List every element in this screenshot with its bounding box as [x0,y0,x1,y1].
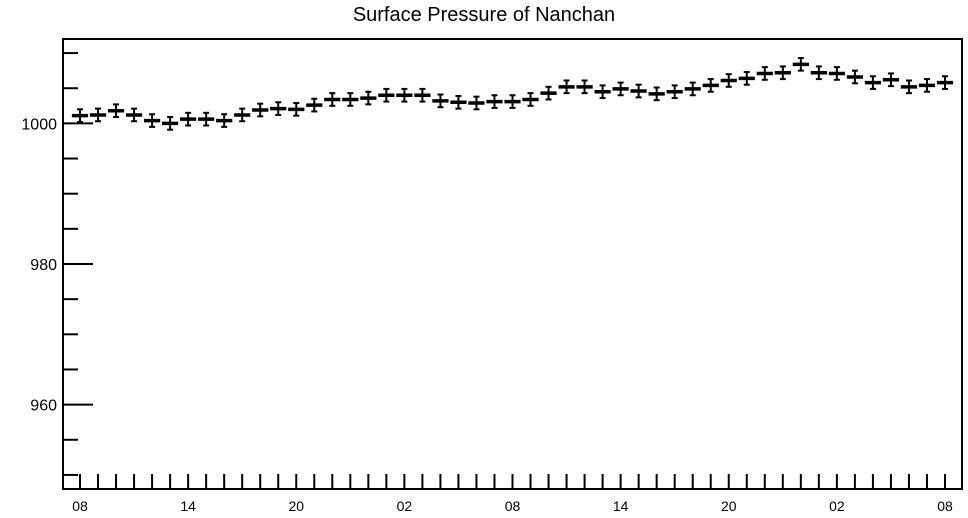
data-point [71,108,89,123]
data-point [414,87,431,103]
x-tick-label: 14 [180,498,196,514]
data-point [576,79,593,95]
y-tick-label: 1000 [21,116,57,133]
y-tick-label: 980 [30,257,57,274]
data-point [234,107,251,123]
data-point [486,94,503,109]
data-point [864,75,882,90]
data-point [504,94,521,109]
data-point [630,83,647,99]
data-point [180,111,197,127]
x-tick-label: 14 [613,498,629,514]
data-point [432,93,449,109]
data-point [684,81,701,97]
x-tick-label: 08 [937,498,953,514]
data-point [252,102,269,118]
data-point [468,95,485,111]
data-point [648,86,665,102]
data-point [558,79,575,95]
x-axis: 08 14 20 02 08 14 20 02 08 [72,474,953,514]
data-point [378,87,395,103]
data-point [900,79,918,95]
data-point [396,87,413,103]
data-point [792,56,809,72]
data-point [774,65,791,81]
chart-title: Surface Pressure of Nanchan [352,4,616,26]
data-point [612,81,629,97]
data-point [288,101,305,117]
data-point [936,75,954,90]
data-point [720,73,737,88]
x-tick-label: 02 [829,498,845,514]
x-tick-label: 20 [721,498,737,514]
data-point [702,78,719,93]
data-points [71,56,954,131]
data-point [666,84,683,100]
y-tick-label: 960 [30,398,57,415]
data-point [522,92,539,107]
data-point [594,84,611,100]
data-point [198,111,215,127]
data-point [89,107,107,123]
data-point [306,97,323,113]
data-point [107,103,125,119]
data-point [324,92,341,107]
data-point [738,71,755,86]
data-point [360,90,377,106]
data-point [540,85,557,101]
y-axis: 960 980 1000 [21,52,93,476]
data-point [810,65,827,81]
data-point [828,66,845,81]
data-point [756,66,773,81]
data-point [342,92,359,107]
x-tick-label: 02 [397,498,413,514]
data-point [216,113,233,128]
data-point [882,72,900,88]
data-point [143,113,161,128]
x-tick-label: 20 [288,498,304,514]
data-point [125,107,143,123]
data-point [161,116,179,131]
x-tick-label: 08 [505,498,521,514]
data-point [450,94,467,110]
data-point [918,78,936,93]
data-point [270,101,287,116]
data-point [846,69,864,85]
x-tick-label: 08 [72,498,88,514]
